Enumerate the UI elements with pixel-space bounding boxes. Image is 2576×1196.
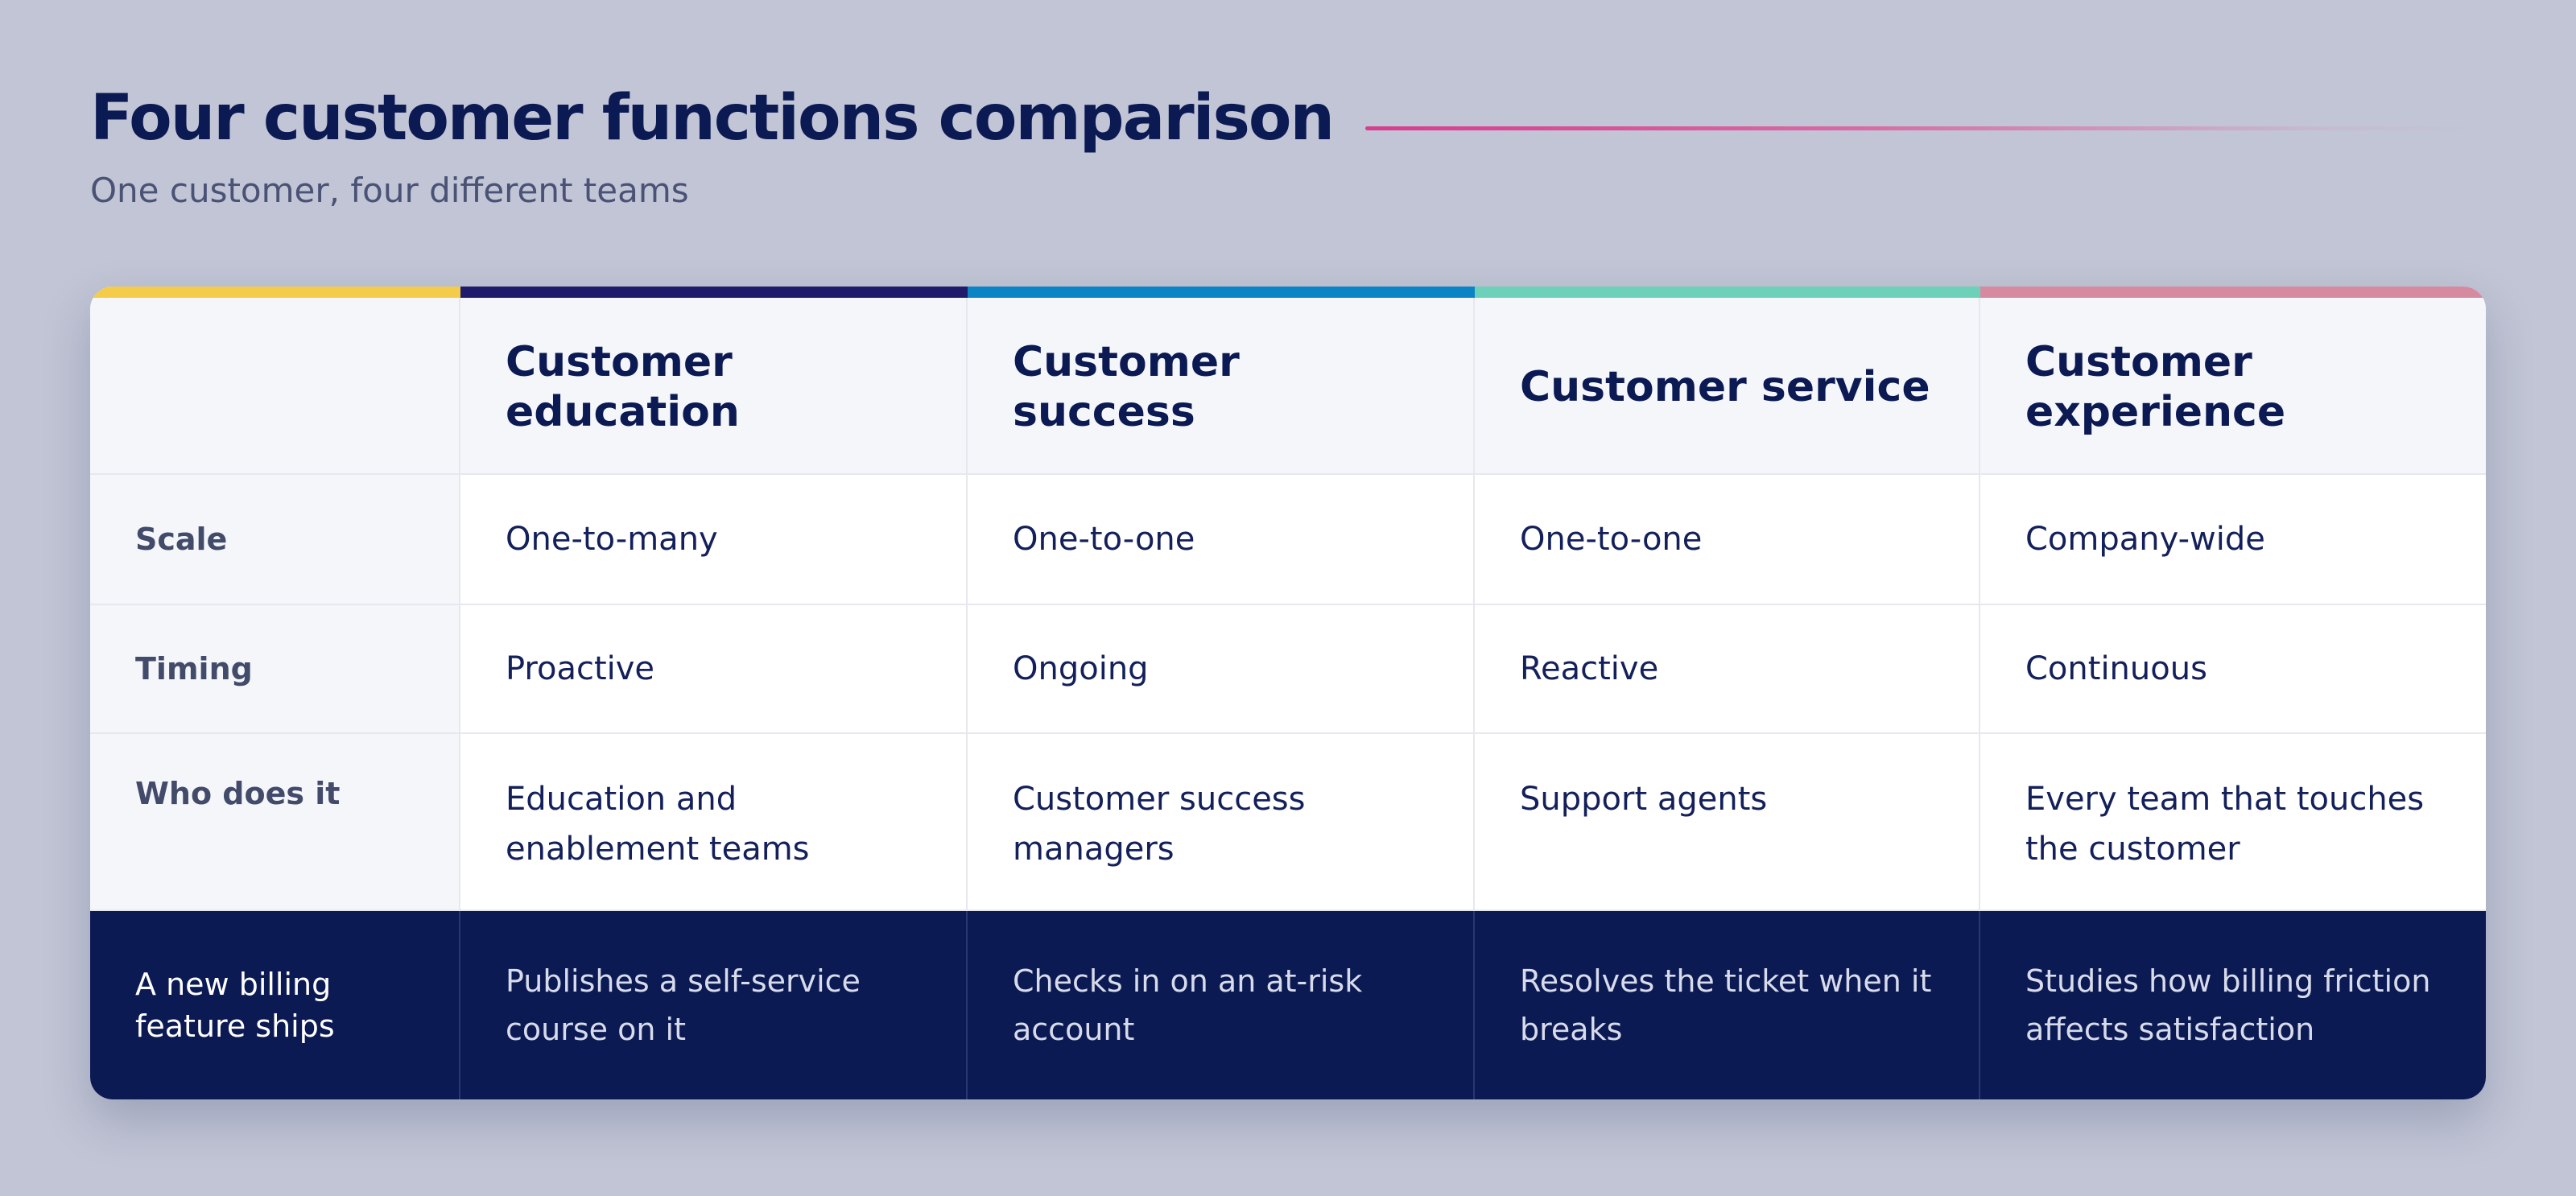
column-header-success: Customer success	[968, 298, 1475, 475]
bar-label-column	[90, 287, 460, 298]
table-cell: Continuous	[1980, 605, 2486, 734]
table-cell: Reactive	[1475, 605, 1980, 734]
row-label-who-does-it: Who does it	[90, 734, 460, 911]
table-cell: Customer success managers	[968, 734, 1475, 911]
title-accent-line	[1365, 126, 2473, 130]
table-cell: Ongoing	[968, 605, 1475, 734]
row-label-timing: Timing	[90, 605, 460, 734]
example-cell: Studies how billing friction affects sat…	[1980, 911, 2486, 1099]
header-corner-cell	[90, 298, 460, 475]
table-cell: Company-wide	[1980, 475, 2486, 605]
table-cell: Proactive	[460, 605, 968, 734]
table-cell: One-to-one	[968, 475, 1475, 605]
table-cell: Education and enablement teams	[460, 734, 968, 911]
row-label-scale: Scale	[90, 475, 460, 605]
column-header-education: Customer education	[460, 298, 968, 475]
bar-customer-success	[968, 287, 1475, 298]
example-row-label: A new billing feature ships	[90, 911, 460, 1099]
bar-customer-service	[1475, 287, 1980, 298]
example-cell: Checks in on an at-risk account	[968, 911, 1475, 1099]
column-header-service: Customer service	[1475, 298, 1980, 475]
example-cell: Resolves the ticket when it breaks	[1475, 911, 1980, 1099]
example-cell: Publishes a self-service course on it	[460, 911, 968, 1099]
bar-customer-education	[460, 287, 968, 298]
page-title: Four customer functions comparison	[90, 82, 1335, 155]
table-cell: One-to-one	[1475, 475, 1980, 605]
page-subtitle: One customer, four different teams	[90, 171, 689, 210]
table-cell: One-to-many	[460, 475, 968, 605]
table-cell: Support agents	[1475, 734, 1980, 911]
table-cell: Every team that touches the customer	[1980, 734, 2486, 911]
header: Four customer functions comparison One c…	[90, 87, 2473, 210]
column-header-experience: Customer experience	[1980, 298, 2486, 475]
comparison-table: Customer education Customer success Cust…	[90, 287, 2486, 1099]
title-row: Four customer functions comparison	[90, 87, 2473, 150]
bar-customer-experience	[1980, 287, 2486, 298]
